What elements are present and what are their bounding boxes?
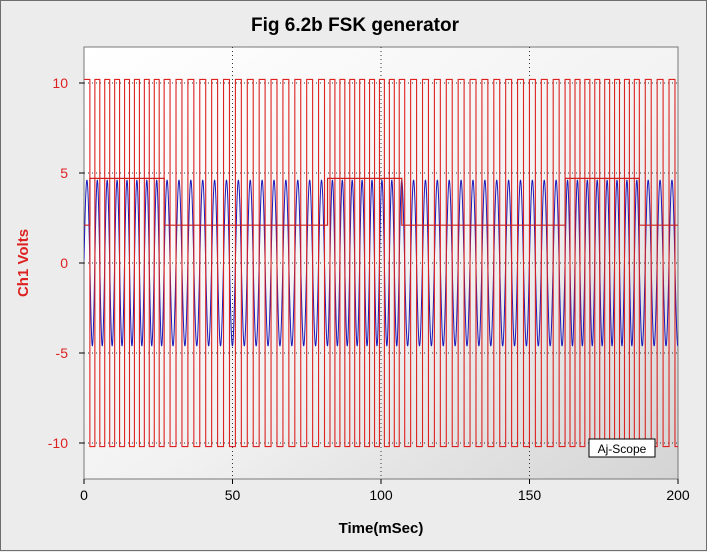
x-axis-label: Time(mSec) xyxy=(339,520,424,537)
y-tick-label: -10 xyxy=(48,435,68,451)
x-tick-label: 150 xyxy=(518,487,542,503)
square-wave-line xyxy=(84,78,678,448)
y-tick-label: 10 xyxy=(52,75,68,91)
chart-title: Fig 6.2b FSK generator xyxy=(251,15,460,36)
watermark-label: Aj-Scope xyxy=(598,442,647,456)
sine-wave-line xyxy=(84,179,678,347)
y-tick-label: 5 xyxy=(60,165,68,181)
axis-ticks xyxy=(79,82,679,484)
x-tick-label: 100 xyxy=(369,487,393,503)
watermark-box: Aj-Scope xyxy=(588,438,656,458)
y-tick-label: -5 xyxy=(56,345,69,361)
y-tick-label: 0 xyxy=(60,255,68,271)
x-tick-label: 200 xyxy=(666,487,690,503)
x-tick-label: 0 xyxy=(80,487,88,503)
x-tick-labels: 0 50 100 150 200 xyxy=(80,487,690,503)
sine-series xyxy=(84,179,678,347)
square-series xyxy=(84,78,678,448)
y-axis-label: Ch1 Volts xyxy=(15,229,32,297)
x-tick-label: 50 xyxy=(225,487,241,503)
data-series xyxy=(84,177,678,226)
data-bit-line xyxy=(84,177,678,226)
y-tick-labels: 10 5 0 -5 -10 xyxy=(48,75,68,451)
